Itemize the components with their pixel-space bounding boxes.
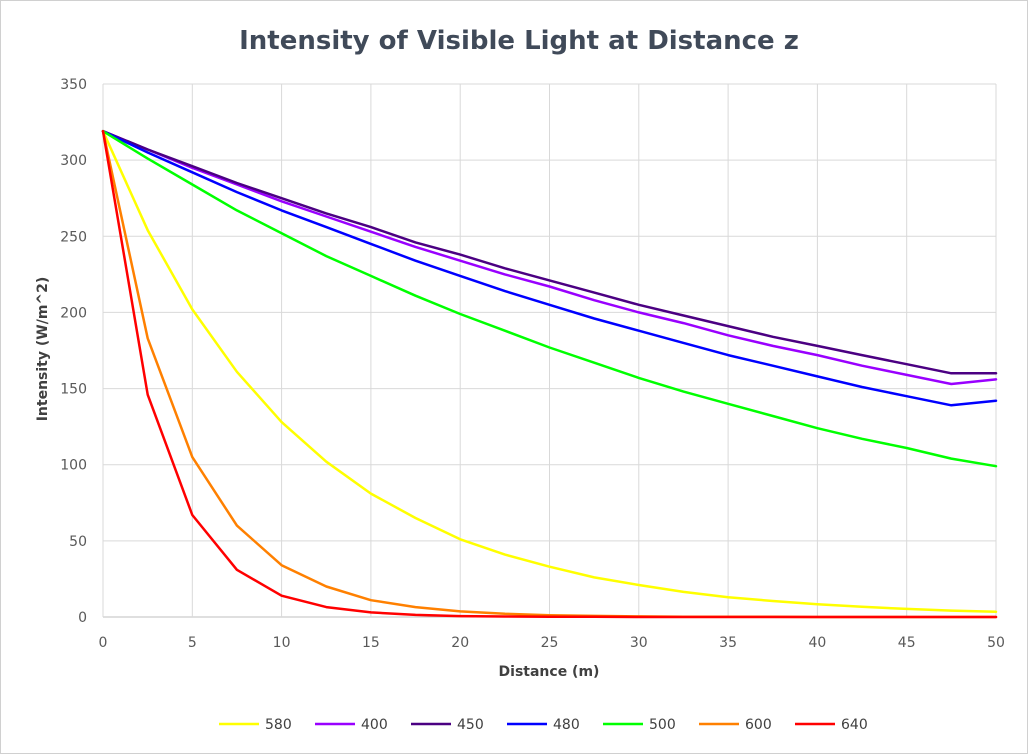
y-tick-label: 0 <box>78 610 87 626</box>
x-axis-ticks: 0 5 10 15 20 25 30 35 40 45 50 <box>99 635 1005 651</box>
x-axis-title: Distance (m) <box>499 664 600 680</box>
x-tick-label: 45 <box>898 635 916 651</box>
legend-item-580: 580 <box>219 717 292 733</box>
legend-item-480: 480 <box>507 717 580 733</box>
x-tick-label: 5 <box>188 635 197 651</box>
x-tick-label: 40 <box>808 635 826 651</box>
legend-item-400: 400 <box>315 717 388 733</box>
legend-item-600: 600 <box>699 717 772 733</box>
chart-title: Intensity of Visible Light at Distance z <box>239 26 799 56</box>
series-lines <box>101 129 998 619</box>
series-line-400 <box>101 129 998 386</box>
series-line-640 <box>101 129 998 619</box>
legend-item-640: 640 <box>795 717 868 733</box>
y-tick-label: 350 <box>60 77 87 93</box>
x-tick-label: 15 <box>362 635 380 651</box>
legend-item-500: 500 <box>603 717 676 733</box>
series-line-580 <box>101 129 998 614</box>
x-tick-label: 30 <box>630 635 648 651</box>
y-tick-label: 50 <box>69 534 87 550</box>
x-tick-label: 10 <box>273 635 291 651</box>
legend-label: 580 <box>265 717 292 733</box>
x-tick-label: 50 <box>987 635 1005 651</box>
legend-label: 480 <box>553 717 580 733</box>
series-line-480 <box>101 129 998 407</box>
x-tick-label: 20 <box>451 635 469 651</box>
series-line-450 <box>101 129 998 375</box>
y-tick-label: 200 <box>60 305 87 321</box>
legend-label: 600 <box>745 717 772 733</box>
y-tick-label: 100 <box>60 458 87 474</box>
legend: 580 400 450 480 500 600 640 <box>219 717 868 733</box>
series-line-500 <box>101 129 998 468</box>
y-tick-label: 300 <box>60 153 87 169</box>
x-tick-label: 35 <box>719 635 737 651</box>
legend-label: 640 <box>841 717 868 733</box>
legend-label: 400 <box>361 717 388 733</box>
y-tick-label: 150 <box>60 382 87 398</box>
y-tick-label: 250 <box>60 229 87 245</box>
gridlines <box>102 83 997 618</box>
y-axis-title: Intensity (W/m^2) <box>35 277 51 422</box>
legend-label: 500 <box>649 717 676 733</box>
x-tick-label: 25 <box>541 635 559 651</box>
y-axis-ticks: 0 50 100 150 200 250 300 350 <box>60 77 87 626</box>
legend-label: 450 <box>457 717 484 733</box>
x-tick-label: 0 <box>99 635 108 651</box>
legend-item-450: 450 <box>411 717 484 733</box>
